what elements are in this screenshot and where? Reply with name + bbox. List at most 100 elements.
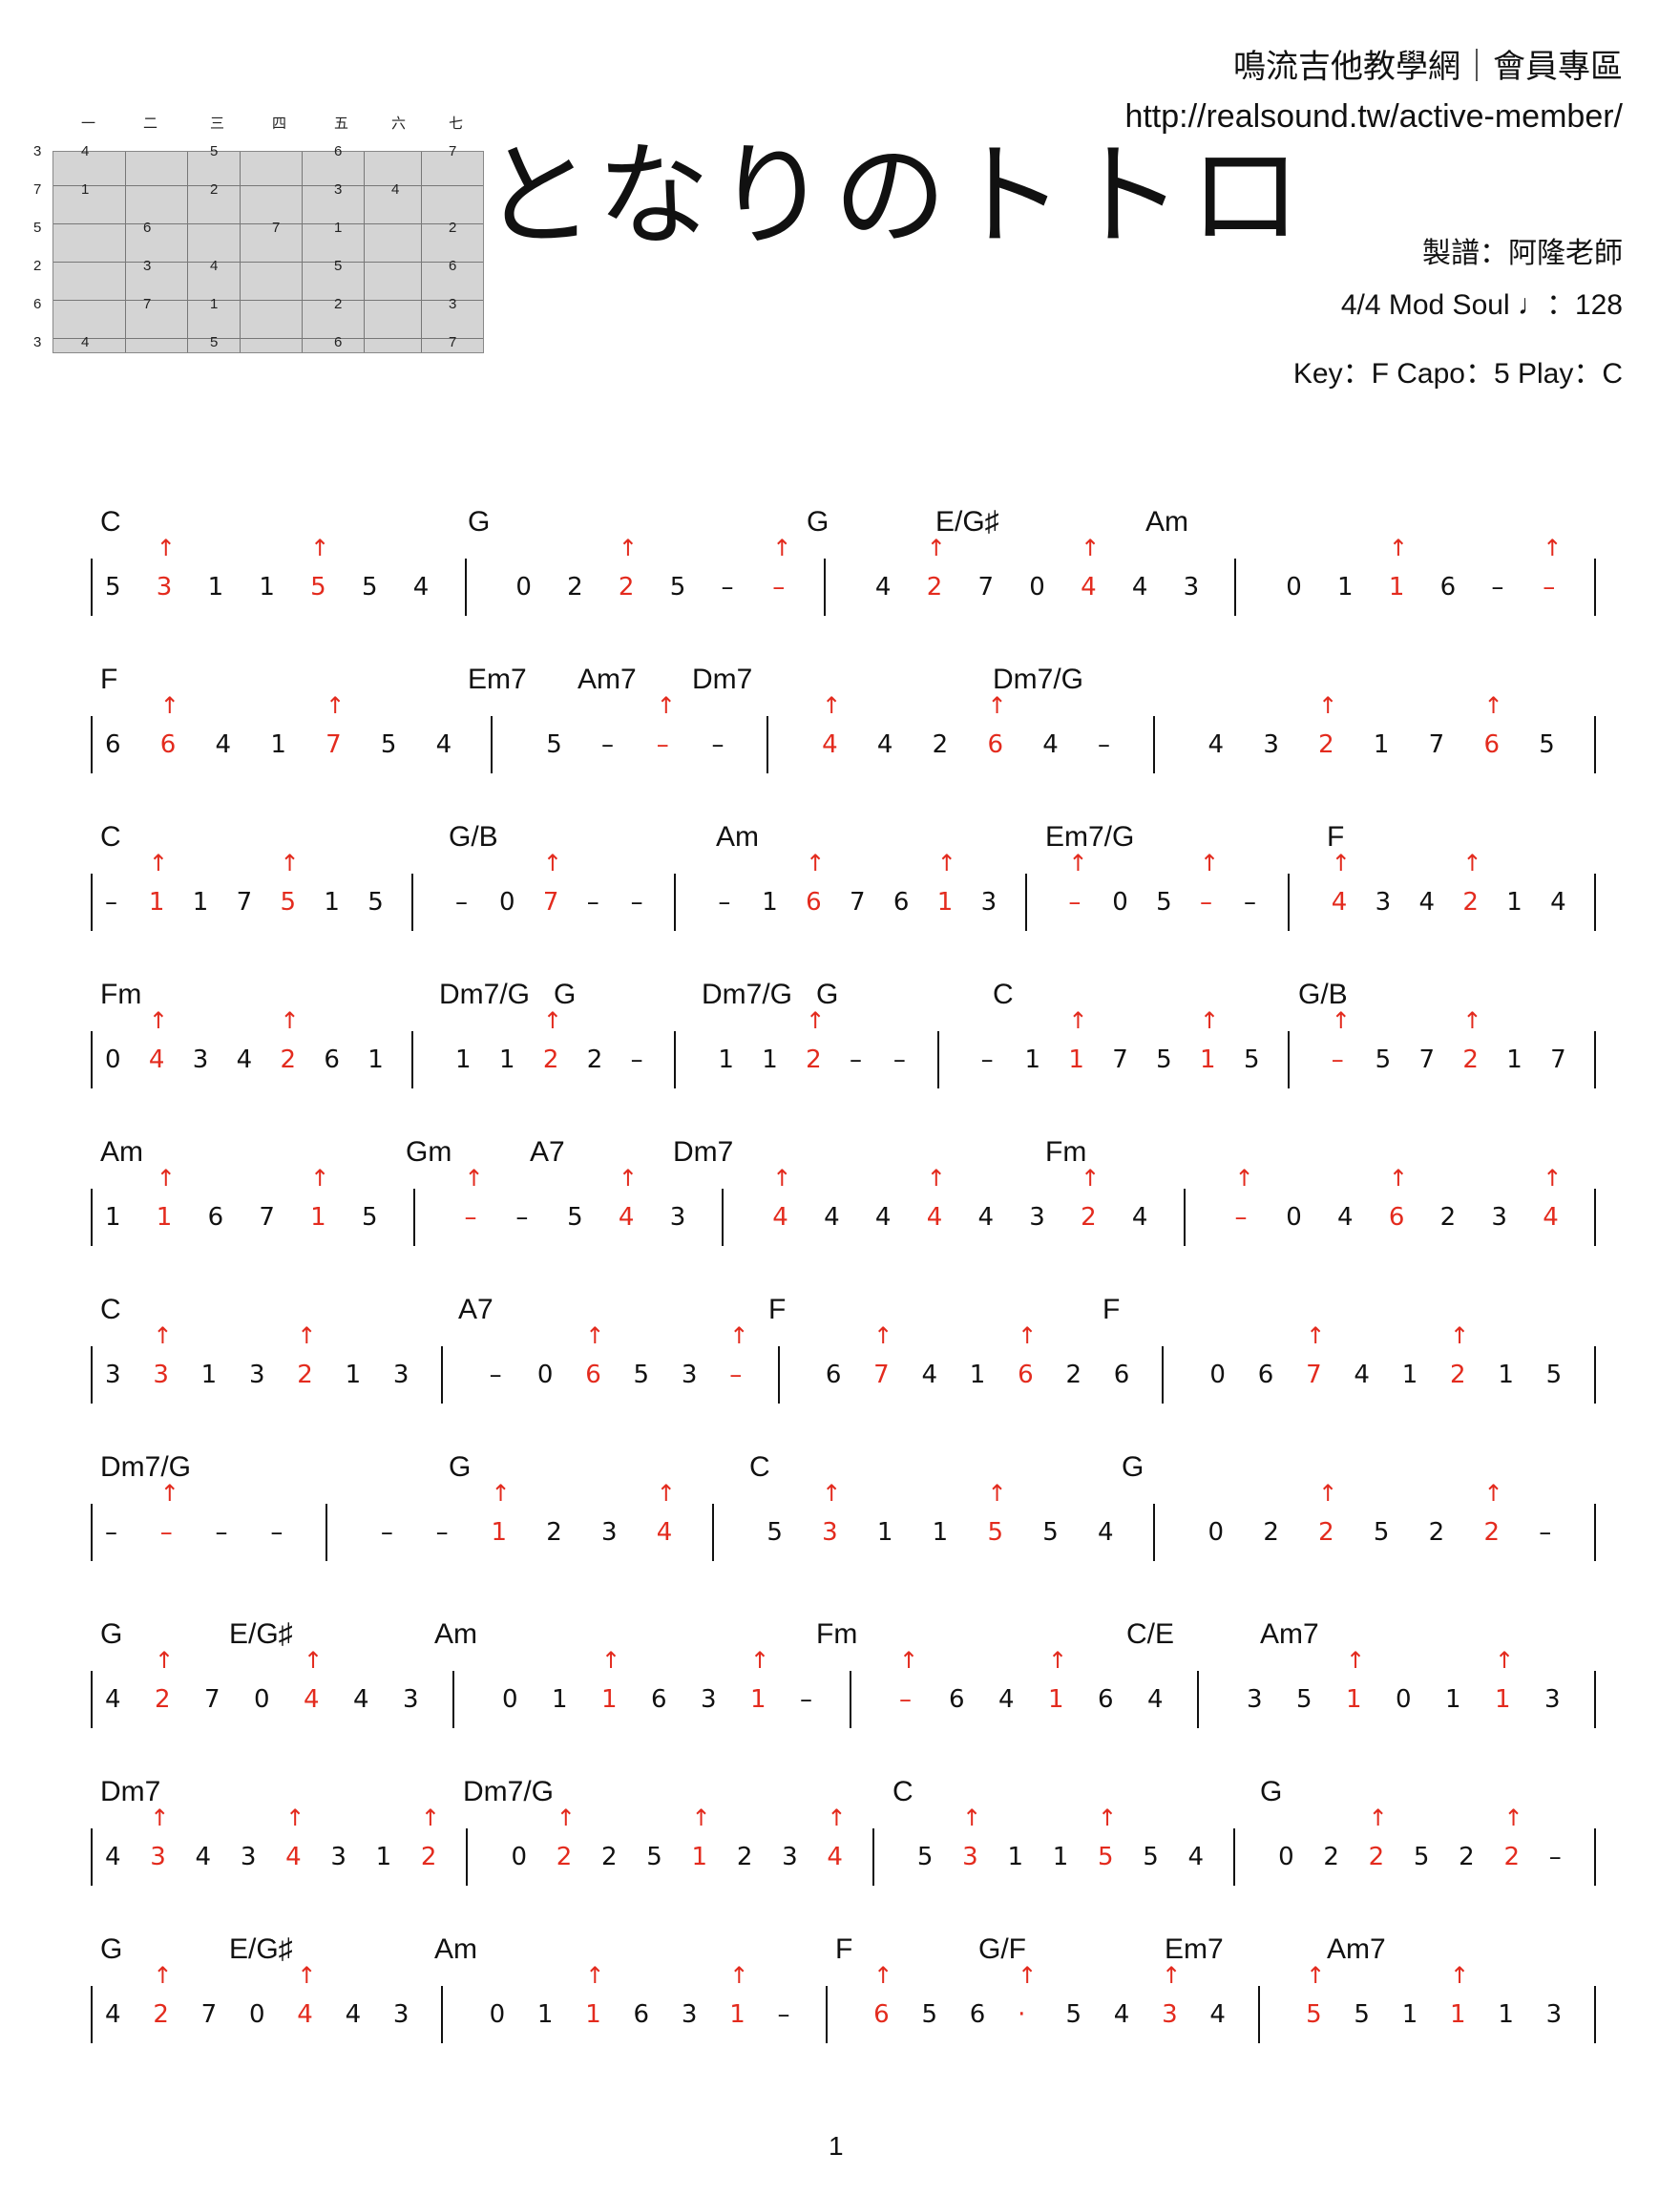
note: 2 [1439,1203,1457,1232]
bar-line [766,716,769,773]
strum-arrow-icon: ↑ [1388,535,1408,561]
note: – [729,1361,743,1389]
fret-number: 五 [334,116,349,132]
note: 5 [546,730,562,759]
bar-line [711,1504,719,1561]
chord-label: G [807,506,830,538]
bar-line [91,874,93,931]
strum-arrow-icon: ↑ [310,1165,330,1192]
strum-arrow-icon: ↑ [285,1805,305,1831]
fret-number: 四 [272,116,287,132]
chord-label: G [100,1618,123,1650]
note: 2 [1459,1843,1475,1871]
bar-line [1594,1031,1596,1088]
strum-arrow-icon: ↑ [822,1480,842,1507]
strum-arrow-icon: ↑ [806,1007,826,1034]
strum-arrow-icon: ↑ [1331,1007,1351,1034]
note: – [800,1685,812,1714]
note: 4 [345,2000,362,2029]
note: 3 [153,1361,169,1389]
strum-arrow-icon: ↑ [1200,850,1220,876]
bar-line [91,716,93,773]
note: 5 [916,1843,934,1871]
note: – [1543,573,1556,602]
string-line [53,185,483,186]
chord-label: Am [434,1933,477,1965]
note: 1 [1388,573,1405,602]
note: 4 [1354,1361,1370,1389]
strum-arrow-icon: ↑ [827,1805,847,1831]
note: 4 [148,1045,165,1074]
note: 7 [1418,1045,1436,1074]
bar-line [91,1671,93,1728]
note: 6 [324,1045,340,1074]
note: 2 [586,1045,603,1074]
strum-arrow-icon: ↑ [987,1480,1007,1507]
note: 3 [105,1361,121,1389]
chord-label: F [1327,821,1345,853]
note: 5 [1156,1045,1172,1074]
strum-arrow-icon: ↑ [729,1322,749,1349]
strum-arrow-icon: ↑ [873,1962,893,1989]
chord-label: Dm7/G [993,664,1084,695]
note: 4 [1081,573,1097,602]
note: 1 [1048,1685,1064,1714]
note: 5 [1413,1843,1430,1871]
chord-label: G [100,1933,123,1965]
chord-label: G/F [978,1933,1026,1965]
note: 1 [368,1045,384,1074]
note: 1 [1052,1843,1069,1871]
chord-label: C/E [1126,1618,1175,1650]
key-info: Key：F Capo：5 Play：C [1292,358,1623,390]
note: – [215,1518,228,1547]
note: – [1098,730,1110,759]
note: 5 [280,888,297,917]
bar-line [1594,1986,1596,2043]
strum-arrow-icon: ↑ [1318,692,1338,719]
bar-line [850,1671,851,1728]
strum-arrow-icon: ↑ [1068,1007,1088,1034]
note: 3 [681,2000,698,2029]
chord-label: Gm [406,1136,452,1168]
note: – [601,730,614,759]
note: 3 [403,1685,419,1714]
strum-arrow-icon: ↑ [326,692,346,719]
note: 2 [926,573,943,602]
bar-line [1594,559,1596,616]
note: 3 [392,1361,410,1389]
fret-note: 5 [210,334,219,350]
note: – [721,573,734,602]
strum-arrow-icon: ↑ [926,535,946,561]
strum-arrow-icon: ↑ [1306,1322,1326,1349]
fret-note: 4 [81,143,90,159]
note: 1 [691,1843,708,1871]
note: 5 [1373,1518,1390,1547]
note: 1 [498,1045,515,1074]
note: 4 [105,1843,121,1871]
note: 5 [669,573,686,602]
fret-note: 4 [210,258,219,274]
fret-note: 3 [449,296,457,312]
note: 3 [669,1203,686,1232]
note: – [1243,888,1256,917]
note: 3 [150,1843,166,1871]
site-url[interactable]: http://realsound.tw/active-member/ [1124,98,1623,135]
note: 0 [515,573,532,602]
note: 1 [310,1203,326,1232]
fret-note: 4 [81,334,90,350]
note: 4 [977,1203,995,1232]
note: 4 [1337,1203,1354,1232]
strum-arrow-icon: ↑ [1048,1647,1068,1674]
note: 2 [1503,1843,1520,1871]
note: 5 [105,573,121,602]
fret-note: 7 [449,334,457,350]
note: 4 [195,1843,212,1871]
bar-line [91,1031,93,1088]
chord-label: G [468,506,491,538]
note: 3 [1029,1203,1045,1232]
note: 0 [1396,1685,1412,1714]
note: 3 [1247,1685,1263,1714]
strum-arrow-icon: ↑ [1018,1322,1038,1349]
note: 4 [876,730,893,759]
note: 1 [1337,573,1354,602]
